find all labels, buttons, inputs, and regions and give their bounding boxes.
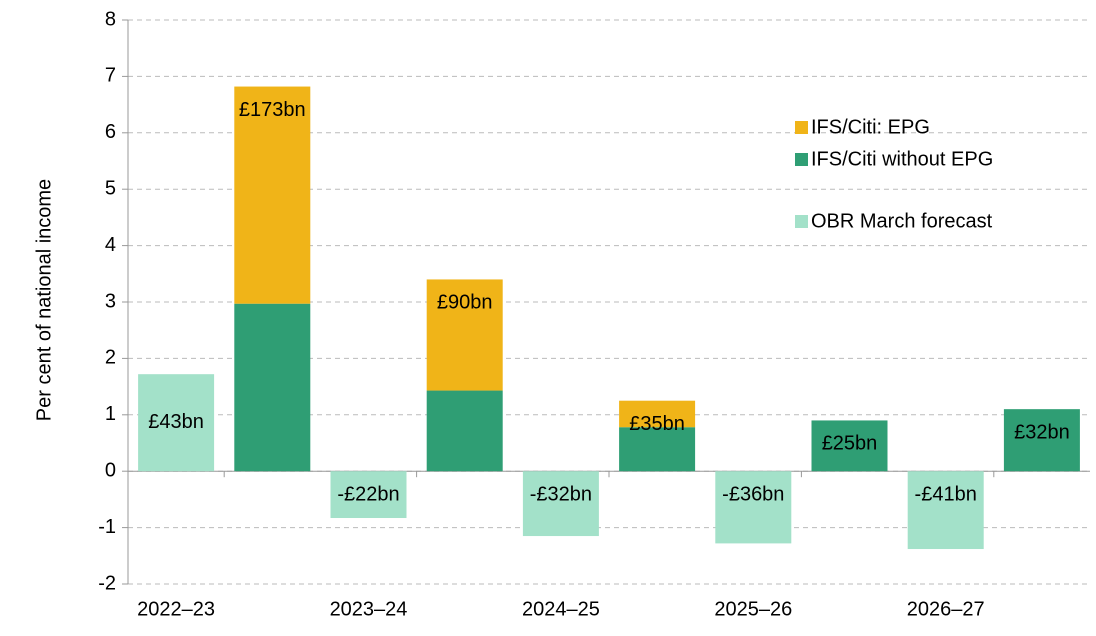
x-tick-label: 2026–27 xyxy=(907,598,985,620)
bar xyxy=(811,420,888,472)
y-tick-label: 8 xyxy=(105,8,116,30)
bar xyxy=(234,303,311,472)
bar xyxy=(907,471,984,550)
y-tick-label: 3 xyxy=(105,290,116,312)
legend-label: OBR March forecast xyxy=(811,210,993,232)
value-label: £35bn xyxy=(629,413,685,435)
value-label: £25bn xyxy=(822,433,878,455)
y-tick-label: -1 xyxy=(98,516,116,538)
x-tick-label: 2024–25 xyxy=(522,598,600,620)
bar xyxy=(330,471,407,519)
value-label: -£32bn xyxy=(530,483,592,505)
y-tick-label: 2 xyxy=(105,347,116,369)
y-tick-label: 1 xyxy=(105,403,116,425)
y-tick-label: -2 xyxy=(98,572,116,594)
legend-swatch xyxy=(795,215,808,228)
value-label: -£36bn xyxy=(722,483,784,505)
bar xyxy=(234,86,311,304)
legend-label: IFS/Citi: EPG xyxy=(811,116,930,138)
value-label: -£41bn xyxy=(915,483,977,505)
bar xyxy=(426,279,503,391)
legend-swatch xyxy=(795,153,808,166)
bar xyxy=(1003,409,1080,472)
value-label: £90bn xyxy=(437,292,493,314)
bar xyxy=(619,427,696,472)
y-axis-label: Per cent of national income xyxy=(33,179,55,421)
bar xyxy=(426,390,503,472)
bar xyxy=(715,471,792,544)
x-tick-label: 2023–24 xyxy=(330,598,408,620)
x-tick-label: 2025–26 xyxy=(714,598,792,620)
value-label: £32bn xyxy=(1014,421,1070,443)
legend-swatch xyxy=(795,121,808,134)
y-tick-label: 4 xyxy=(105,234,116,256)
value-label: £173bn xyxy=(239,99,306,121)
value-label: £43bn xyxy=(148,411,204,433)
x-tick-label: 2022–23 xyxy=(137,598,215,620)
y-tick-label: 0 xyxy=(105,459,116,481)
legend-label: IFS/Citi without EPG xyxy=(811,148,993,170)
bar xyxy=(619,400,696,428)
y-tick-label: 5 xyxy=(105,177,116,199)
value-label: -£22bn xyxy=(337,483,399,505)
bar xyxy=(138,374,215,472)
y-tick-label: 7 xyxy=(105,65,116,87)
bar xyxy=(522,471,599,537)
y-tick-label: 6 xyxy=(105,121,116,143)
